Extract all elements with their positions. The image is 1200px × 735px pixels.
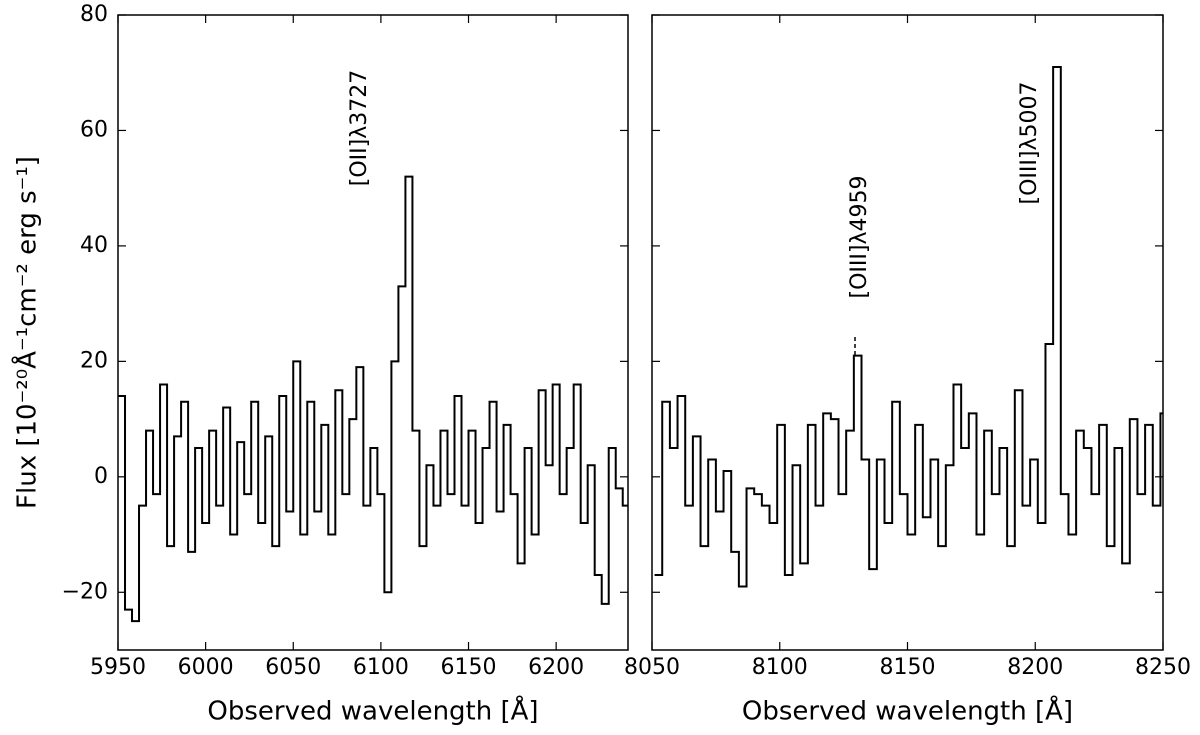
x-tick-label: 8150 bbox=[880, 655, 936, 680]
x-axis-label: Observed wavelength [Å] bbox=[742, 695, 1073, 727]
x-axis-label: Observed wavelength [Å] bbox=[207, 695, 538, 727]
y-tick-label: −20 bbox=[62, 579, 108, 604]
spectrum-line bbox=[118, 175, 628, 623]
plot-frame bbox=[117, 14, 629, 651]
x-tick-label: 6150 bbox=[441, 655, 497, 680]
x-tick-label: 6200 bbox=[528, 655, 584, 680]
annotation: [OIII]λ4959 bbox=[847, 176, 872, 299]
x-tick-label: 5950 bbox=[90, 655, 146, 680]
y-tick-label: 0 bbox=[94, 464, 108, 489]
y-axis-label: Flux [10⁻²⁰Å⁻¹cm⁻² erg s⁻¹] bbox=[11, 156, 43, 509]
x-tick-label: 8050 bbox=[624, 655, 680, 680]
x-tick-label: 8250 bbox=[1135, 655, 1191, 680]
x-tick-label: 6100 bbox=[353, 655, 409, 680]
annotation: [OII]λ3727 bbox=[347, 70, 372, 186]
x-tick-label: 6000 bbox=[178, 655, 234, 680]
spectrum-line bbox=[654, 65, 1163, 588]
y-tick-label: 40 bbox=[80, 233, 108, 258]
y-tick-label: 60 bbox=[80, 117, 108, 142]
x-tick-label: 8100 bbox=[752, 655, 808, 680]
x-tick-label: 8200 bbox=[1007, 655, 1063, 680]
plot-frame bbox=[651, 14, 1164, 651]
x-tick-label: 6050 bbox=[265, 655, 321, 680]
annotation: [OIII]λ5007 bbox=[1017, 82, 1042, 205]
y-tick-label: 80 bbox=[80, 2, 108, 27]
y-tick-label: 20 bbox=[80, 348, 108, 373]
